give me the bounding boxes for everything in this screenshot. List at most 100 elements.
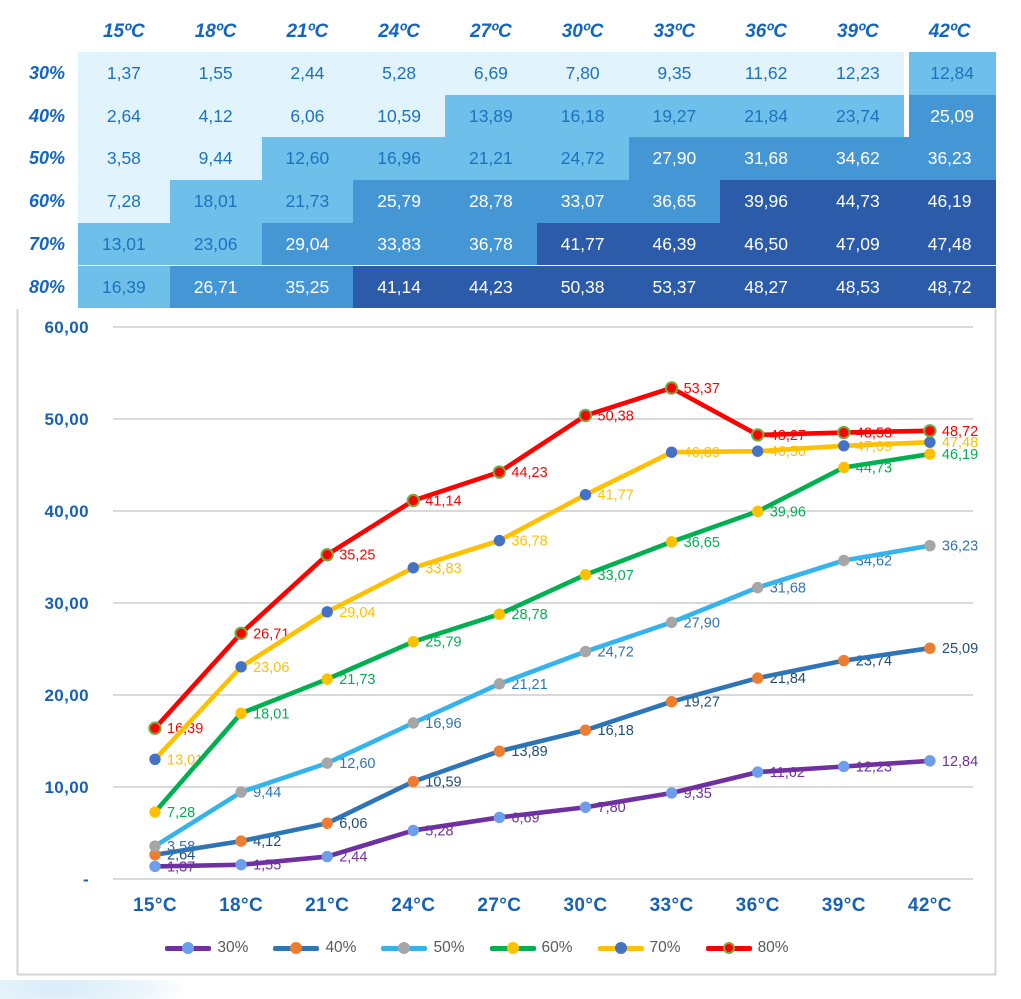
x-axis-label: 15°C: [133, 895, 177, 916]
heatmap-cell: 29,04: [261, 222, 354, 266]
heatmap-cell: 44,23: [445, 265, 537, 309]
data-label-30%: 2,44: [339, 850, 367, 866]
series-line-50%: [152, 543, 933, 849]
data-label-40%: 16,18: [598, 723, 634, 739]
data-point-marker: [149, 806, 161, 818]
data-point-marker: [407, 717, 419, 729]
data-point-marker: [493, 534, 506, 547]
data-label-40%: 25,09: [942, 641, 978, 657]
data-label-50%: 31,68: [770, 581, 806, 597]
heatmap-cell: 6,69: [445, 52, 537, 95]
heatmap-cell: 26,71: [169, 265, 262, 309]
data-point-marker: [924, 755, 936, 767]
series-40%: [149, 642, 936, 861]
series-50%: [149, 539, 936, 852]
data-point-marker: [665, 536, 678, 548]
heatmap-cell: 35,25: [261, 265, 354, 309]
data-point-marker: [149, 753, 161, 766]
heatmap-cell: 44,73: [812, 180, 904, 223]
x-axis-label: 33°C: [650, 895, 694, 916]
x-axis-label: 21°C: [305, 895, 349, 916]
heatmap-cell: 9,35: [628, 52, 721, 95]
heatmap-cell: 31,68: [720, 137, 812, 181]
data-point-marker: [321, 850, 333, 863]
column-header-15C: 15ºC: [102, 21, 145, 42]
heatmap-cell: 48,27: [720, 265, 812, 309]
data-label-60%: 7,28: [167, 805, 195, 821]
heatmap-cell: 1,37: [78, 52, 170, 95]
series-line-70%: [152, 439, 933, 762]
legend-label: 50%: [433, 939, 465, 956]
legend-marker-icon: [398, 942, 411, 954]
heatmap-cell: 16,96: [353, 137, 445, 181]
data-label-60%: 39,96: [770, 504, 806, 520]
series-60%: [149, 448, 936, 818]
data-point-marker: [235, 661, 247, 673]
heatmap-cell: 21,21: [445, 137, 537, 181]
data-point-marker: [752, 672, 764, 684]
heatmap-cell: 13,89: [445, 94, 537, 138]
data-point-marker: [234, 626, 248, 640]
legend-marker-icon: [614, 942, 627, 954]
data-label-70%: 47,48: [942, 435, 978, 451]
data-point-marker: [924, 436, 936, 448]
heatmap-cell: 21,84: [720, 94, 812, 138]
data-point-marker: [752, 581, 764, 594]
data-label-50%: 27,90: [684, 615, 720, 631]
data-label-50%: 21,21: [511, 677, 547, 693]
heatmap-cell: 53,37: [628, 265, 721, 309]
data-label-70%: 23,06: [253, 660, 289, 676]
y-axis-label: 20,00: [44, 686, 89, 705]
y-axis-label: 50,00: [44, 410, 89, 429]
heatmap-cell: 12,23: [812, 52, 904, 95]
legend-item-50%: 50%: [381, 939, 465, 957]
legend-item-60%: 60%: [489, 939, 573, 957]
heatmap-cell: 12,60: [261, 137, 354, 181]
x-axis-labels: 15°C 18°C 21°C 24°C 27°C 30°C 33°C 36°C 39°C 42°C: [133, 895, 952, 916]
data-point-marker: [751, 428, 765, 442]
heatmap-cell: 7,80: [536, 52, 629, 95]
heatmap-cell: 21,73: [261, 180, 354, 223]
data-point-marker: [407, 775, 419, 788]
data-point-marker: [320, 548, 334, 562]
data-point-marker: [406, 493, 420, 508]
heatmap-cell: 48,53: [812, 265, 904, 309]
data-point-marker: [492, 465, 507, 479]
heatmap-cell: 28,78: [445, 180, 537, 223]
data-label-50%: 9,44: [253, 785, 281, 801]
x-axis-label: 18°C: [219, 895, 263, 916]
heatmap-cell: 19,27: [628, 94, 721, 138]
heatmap-cell: 41,14: [353, 265, 445, 309]
data-label-60%: 46,19: [942, 447, 978, 463]
data-point-marker: [321, 757, 333, 769]
data-label-80%: 26,71: [253, 626, 289, 642]
data-label-30%: 12,84: [942, 754, 978, 770]
y-axis-label: 40,00: [44, 502, 89, 521]
heatmap-cell: 47,09: [812, 222, 904, 266]
data-point-marker: [579, 569, 592, 581]
data-label-40%: 6,06: [339, 816, 367, 832]
heatmap-cell: 46,19: [903, 180, 996, 223]
y-axis-label: 10,00: [44, 778, 89, 797]
legend-marker-icon: [722, 942, 735, 954]
data-point-marker: [407, 824, 419, 837]
heatmap-cell: 16,18: [536, 94, 629, 138]
data-point-marker: [923, 424, 937, 438]
legend-marker-icon: [506, 942, 519, 954]
legend-swatch-80%: [705, 942, 752, 954]
legend-item-30%: 30%: [165, 939, 248, 957]
data-point-marker: [837, 425, 851, 440]
heatmap-cell: 46,50: [720, 222, 812, 266]
data-label-80%: 41,14: [425, 494, 461, 510]
column-header-30C: 30ºC: [561, 21, 604, 42]
heatmap-cell: 1,55: [169, 52, 262, 95]
x-axis-label: 36°C: [736, 895, 780, 916]
series-70%: [149, 436, 936, 766]
data-label-80%: 50,38: [598, 409, 634, 425]
data-label-50%: 12,60: [339, 756, 375, 772]
data-point-marker: [493, 678, 506, 690]
heatmap-cell: 4,12: [169, 94, 262, 138]
data-label-60%: 21,73: [339, 672, 375, 688]
data-point-marker: [579, 724, 592, 736]
heatmap-cell: 9,44: [169, 137, 262, 181]
